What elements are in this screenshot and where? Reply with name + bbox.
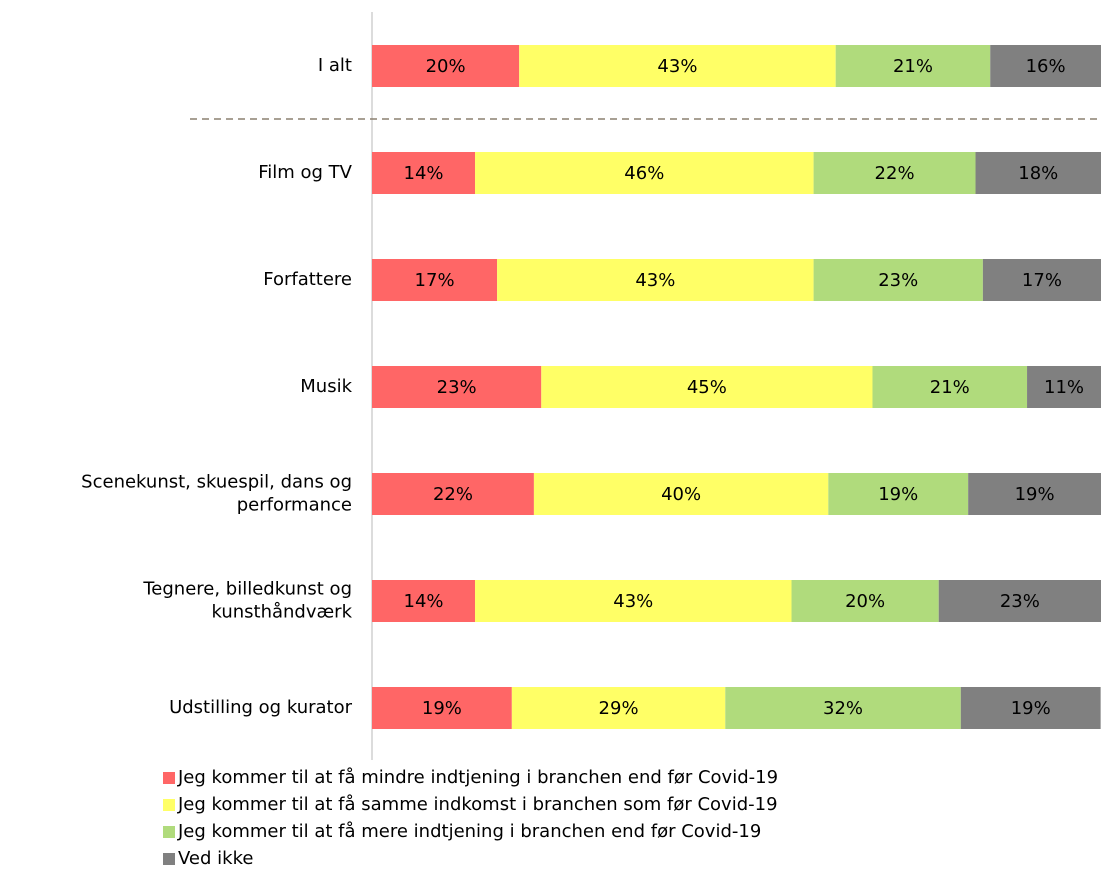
legend-swatch [163,853,175,865]
data-label: 19% [1011,698,1051,719]
bar-segment [372,152,476,194]
legend-label: Jeg kommer til at få mindre indtjening i… [177,767,778,788]
category-label: Udstilling og kurator [169,697,353,718]
category-label-line: Film og TV [258,162,352,183]
category-label: Scenekunst, skuespil, dans og performance [81,472,352,516]
data-label: 43% [613,591,653,612]
category-label-line: I alt [318,55,352,76]
data-label: 16% [1026,56,1066,77]
data-label: 11% [1044,377,1084,398]
data-label: 23% [878,270,918,291]
data-label: 19% [422,698,462,719]
bar-segment [968,473,1101,515]
bar-segment [813,259,983,301]
category-label-line: kunsthåndværk [211,602,352,623]
category-label-line: Tegnere, billedkunst og [142,579,352,600]
data-label: 14% [404,163,444,184]
category-label: Film og TV [258,162,352,183]
bar-segment [872,366,1028,408]
legend-label: Jeg kommer til at få samme indkomst i br… [177,794,778,815]
data-label: 20% [845,591,885,612]
category-label-line: Forfattere [263,269,352,290]
bar-segment [813,152,976,194]
bar-segment [372,580,476,622]
bar-segment [533,473,829,515]
legend-swatch [163,799,175,811]
category-label: Forfattere [263,269,352,290]
bar-segment [372,687,512,729]
data-label: 18% [1018,163,1058,184]
bar-segment [511,687,726,729]
category-label: Tegnere, billedkunst og kunsthåndværk [142,579,352,623]
bar-segment [938,580,1101,622]
data-label: 46% [624,163,664,184]
data-label: 23% [1000,591,1040,612]
bar-segment [475,580,792,622]
category-label-line: Udstilling og kurator [169,697,353,718]
bar-segment [372,366,542,408]
data-label: 17% [1022,270,1062,291]
bar-segment [497,259,814,301]
data-label: 21% [893,56,933,77]
category-label: I alt [318,55,352,76]
category-label-line: Musik [300,376,352,397]
bar-segment [372,473,534,515]
legend-label: Ved ikke [178,848,253,869]
data-label: 23% [437,377,477,398]
bar-segment [541,366,873,408]
data-label: 32% [823,698,863,719]
data-label: 22% [433,484,473,505]
data-label: 43% [635,270,675,291]
category-label-line: Scenekunst, skuespil, dans og [81,472,352,493]
bar-segment [372,259,498,301]
data-label: 21% [930,377,970,398]
bar-segment [828,473,969,515]
bar-segment [725,687,961,729]
category-label-line: performance [237,495,352,516]
data-label: 40% [661,484,701,505]
legend-swatch [163,826,175,838]
bar-segment [975,152,1101,194]
data-label: 29% [599,698,639,719]
data-label: 19% [878,484,918,505]
bar-segment [475,152,814,194]
bar-segment [1027,366,1101,408]
data-label: 45% [687,377,727,398]
bar-segment [960,687,1101,729]
bar-segment [372,45,520,87]
category-label: Musik [300,376,352,397]
data-label: 19% [1015,484,1055,505]
data-label: 17% [415,270,455,291]
data-label: 43% [657,56,697,77]
legend-label: Jeg kommer til at få mere indtjening i b… [177,821,761,842]
data-label: 22% [875,163,915,184]
data-label: 14% [404,591,444,612]
bar-segment [835,45,991,87]
data-label: 20% [426,56,466,77]
bar-segment [982,259,1101,301]
legend-swatch [163,772,175,784]
bar-segment [990,45,1101,87]
bar-segment [519,45,836,87]
bar-segment [791,580,939,622]
